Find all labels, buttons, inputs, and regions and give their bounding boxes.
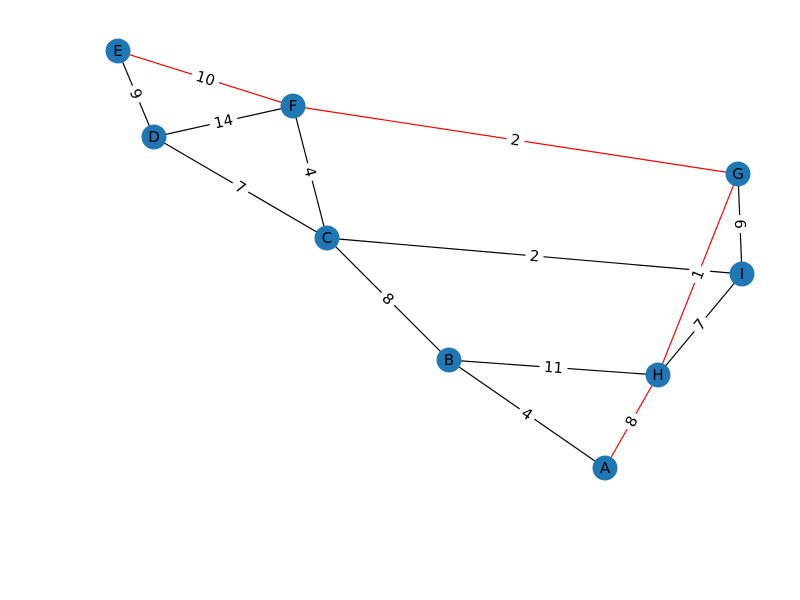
edge-label-background <box>189 64 222 93</box>
edge-label-B-A: 4 <box>513 400 541 428</box>
node-A: A <box>592 455 618 481</box>
edge-label-C-B: 8 <box>374 285 402 313</box>
edge-weight: 6 <box>731 219 749 229</box>
node-label: F <box>289 97 298 115</box>
node-E: E <box>105 38 131 64</box>
node-label: D <box>148 128 160 146</box>
edge-label-F-C: 4 <box>298 160 322 184</box>
edge-weight: 2 <box>509 130 521 149</box>
edge-label-G-H: 1 <box>685 262 711 287</box>
node-label: I <box>740 265 744 283</box>
node-D: D <box>141 124 167 150</box>
node-C: C <box>314 225 340 251</box>
node-circle <box>592 455 618 481</box>
edge-label-background <box>207 108 240 135</box>
edge-label-background <box>123 81 149 107</box>
edge-label-B-H: 11 <box>538 356 569 379</box>
edge-weight: 2 <box>529 247 540 266</box>
node-circle <box>436 347 462 373</box>
node-circle <box>729 261 755 287</box>
edge-label-background <box>227 174 254 201</box>
node-circle <box>645 362 671 388</box>
edge-label-E-F: 10 <box>189 64 222 93</box>
node-I: I <box>729 261 755 287</box>
node-label: H <box>652 366 663 384</box>
edge-label-background <box>729 214 751 234</box>
edge-weight: 11 <box>543 358 563 377</box>
edge-label-background <box>298 160 322 184</box>
edge-label-background <box>524 245 545 267</box>
node-label: A <box>600 459 611 477</box>
node-label: B <box>444 351 454 369</box>
edges <box>117 50 743 469</box>
edge-label-G-I: 6 <box>729 214 751 234</box>
edge-label-background <box>505 128 526 152</box>
edge-label-F-G: 2 <box>505 128 526 152</box>
node-B: B <box>436 347 462 373</box>
edge-label-I-H: 7 <box>686 311 714 338</box>
edge-label-background <box>686 311 714 338</box>
node-H: H <box>645 362 671 388</box>
node-F: F <box>280 93 306 119</box>
edge-label-background <box>513 400 541 428</box>
node-circle <box>280 93 306 119</box>
edge-label-background <box>538 356 569 379</box>
edge-label-background <box>618 408 645 435</box>
edge-label-D-C: 7 <box>227 174 254 201</box>
node-G: G <box>725 161 751 187</box>
nodes: A B C D E F G H I <box>105 38 755 481</box>
edge-label-D-F: 14 <box>207 108 240 135</box>
edge-labels: 10 9 14 7 4 2 2 8 6 1 7 11 4 8 <box>123 64 751 435</box>
edge-label-C-I: 2 <box>524 245 545 267</box>
node-circle <box>314 225 340 251</box>
node-label: E <box>113 42 122 60</box>
edge-weight: 14 <box>212 111 235 133</box>
edge-label-E-D: 9 <box>123 81 149 107</box>
node-circle <box>725 161 751 187</box>
node-label: C <box>322 229 332 247</box>
edge-weight: 10 <box>194 67 218 90</box>
edge-label-background <box>374 285 402 313</box>
node-circle <box>141 124 167 150</box>
node-label: G <box>732 165 744 183</box>
node-circle <box>105 38 131 64</box>
edge-label-background <box>685 262 711 287</box>
edge-label-H-A: 8 <box>618 408 645 435</box>
edge-weight: 4 <box>300 165 320 179</box>
